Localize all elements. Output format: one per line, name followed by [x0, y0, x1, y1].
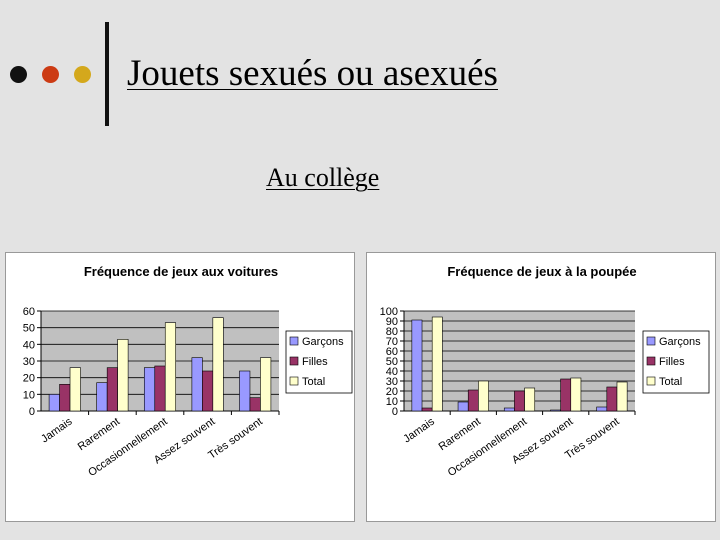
- legend-label-garcons: Garçons: [302, 336, 344, 348]
- chart-title: Fréquence de jeux à la poupée: [447, 264, 636, 279]
- y-tick-label: 80: [386, 326, 398, 338]
- bar-filles-3: [154, 365, 166, 412]
- bar-garcons-3: [143, 367, 156, 412]
- bar-garcons-5: [239, 370, 251, 412]
- bar-garcons-2: [457, 401, 469, 412]
- y-tick-label: 30: [386, 376, 398, 388]
- bar-garcons-1: [48, 394, 60, 412]
- bar-total-2: [478, 380, 489, 412]
- x-category-label: Occasionnellement: [86, 416, 170, 479]
- bar-filles-4: [202, 370, 214, 412]
- bar-total-3: [164, 322, 177, 412]
- bar-total-3: [524, 387, 536, 412]
- y-tick-label: 60: [386, 346, 398, 358]
- legend-label-filles: Filles: [302, 356, 328, 368]
- chart-voitures: Fréquence de jeux aux voitures 0 10 20 30 40 5…: [23, 264, 353, 479]
- y-tick-label: 10: [386, 396, 398, 408]
- legend-swatch-filles: [646, 356, 656, 366]
- x-category-label: Jamais: [401, 415, 437, 445]
- bar-filles-5: [249, 397, 261, 412]
- legend-swatch-total: [289, 376, 299, 386]
- bar-total-2: [117, 339, 129, 412]
- y-tick-label: 40: [386, 366, 398, 378]
- title-divider: [105, 22, 109, 126]
- legend-swatch-total: [646, 376, 656, 386]
- y-tick-label: 20: [23, 373, 35, 385]
- legend-label-filles: Filles: [659, 356, 685, 368]
- bar-filles-5: [606, 386, 618, 412]
- dot-gold: [74, 66, 91, 83]
- bar-total-1: [431, 316, 443, 412]
- bar-garcons-1: [411, 319, 423, 412]
- bar-filles-2: [467, 389, 479, 412]
- bar-filles-4: [560, 378, 572, 412]
- bullet-dots: [10, 66, 100, 84]
- bar-total-4: [570, 377, 582, 412]
- x-category-label: Occasionnellement: [446, 416, 530, 479]
- slide-title: Jouets sexués ou asexués: [127, 53, 498, 94]
- legend-label-total: Total: [659, 376, 682, 388]
- y-tick-label: 30: [23, 356, 35, 368]
- dot-red: [42, 66, 59, 83]
- legend-label-garcons: Garçons: [659, 336, 701, 348]
- chart-poupee-panel: Fréquence de jeux à la poupée 0 10 20 30 40 50…: [366, 252, 716, 522]
- bar-total-4: [212, 317, 224, 412]
- y-tick-label: 70: [386, 336, 398, 348]
- bar-garcons-3: [503, 407, 515, 412]
- chart-voitures-panel: Fréquence de jeux aux voitures 0 10 20 30 40 5…: [5, 252, 355, 522]
- bar-garcons-2: [96, 382, 108, 412]
- bar-filles-1: [59, 384, 71, 412]
- bar-total-1: [69, 367, 81, 412]
- bar-total-5: [616, 381, 628, 412]
- dot-black: [10, 66, 27, 83]
- y-tick-label: 60: [23, 306, 35, 318]
- y-tick-label: 20: [386, 386, 398, 398]
- bar-garcons-4: [191, 357, 203, 412]
- y-tick-label: 10: [23, 389, 35, 401]
- y-tick-label: 40: [23, 339, 35, 351]
- y-tick-label: 100: [380, 306, 398, 318]
- bar-filles-3: [514, 390, 525, 412]
- chart-poupee: Fréquence de jeux à la poupée 01020304050…: [380, 264, 710, 479]
- x-category-label: Rarement: [76, 416, 122, 454]
- legend-label-total: Total: [302, 376, 325, 388]
- bar-filles-2: [106, 367, 118, 412]
- y-tick-label: 0: [392, 406, 398, 418]
- bar-garcons-4: [550, 409, 561, 412]
- y-tick-label: 50: [386, 356, 398, 368]
- bar-total-5: [260, 357, 272, 412]
- bar-filles-1: [421, 407, 433, 412]
- bar-garcons-5: [596, 406, 608, 412]
- slide-subtitle: Au collège: [266, 163, 380, 192]
- legend-swatch-garcons: [646, 336, 656, 346]
- x-category-label: Jamais: [39, 415, 75, 445]
- chart-title: Fréquence de jeux aux voitures: [84, 264, 278, 279]
- y-tick-label: 50: [23, 323, 35, 335]
- y-tick-label: 0: [29, 406, 35, 418]
- legend-swatch-filles: [289, 356, 299, 366]
- legend-swatch-garcons: [289, 336, 299, 346]
- y-tick-label: 90: [386, 316, 398, 328]
